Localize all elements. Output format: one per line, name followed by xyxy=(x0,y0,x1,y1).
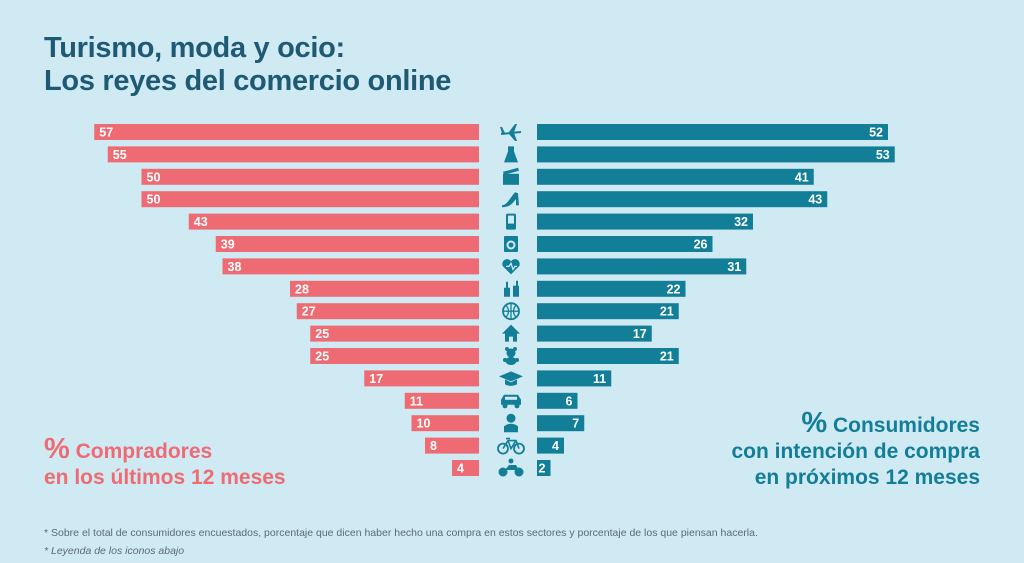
left-bar-10 xyxy=(310,348,479,364)
left-bar-0 xyxy=(94,124,479,140)
right-bar-label-7: 22 xyxy=(667,282,681,296)
right-bar-11 xyxy=(537,370,612,387)
legend-left-line2: en los últimos 12 meses xyxy=(44,466,286,489)
right-bar-label-12: 6 xyxy=(566,394,573,408)
left-bar-label-13: 10 xyxy=(417,417,431,431)
left-bar-9 xyxy=(310,325,479,342)
right-bar-1 xyxy=(537,146,895,163)
left-bar-label-0: 57 xyxy=(99,126,113,140)
left-bar-label-7: 28 xyxy=(295,282,309,296)
left-bar-5 xyxy=(215,236,479,252)
right-bar-label-4: 32 xyxy=(734,215,748,229)
right-bar-label-10: 21 xyxy=(660,350,674,364)
legend-right-line1: Consumidores xyxy=(832,414,980,437)
basketball-icon xyxy=(502,302,520,321)
washing-machine-icon xyxy=(504,236,518,252)
right-bar-7 xyxy=(537,280,686,297)
left-bar-13 xyxy=(411,415,479,432)
left-bar-4 xyxy=(188,213,479,230)
right-bar-12 xyxy=(537,392,578,409)
left-bar-3 xyxy=(141,191,479,208)
car-icon xyxy=(501,394,521,409)
left-bar-label-12: 11 xyxy=(410,394,423,408)
left-bar-label-10: 25 xyxy=(315,350,329,364)
right-bar-label-5: 26 xyxy=(694,238,708,252)
left-bar-7 xyxy=(290,280,479,297)
footnote-1: * Sobre el total de consumidores encuest… xyxy=(44,527,758,539)
right-bar-15 xyxy=(537,460,551,476)
legend-left-symbol: % xyxy=(44,433,70,465)
legend-left-line1: Compradores xyxy=(75,440,213,463)
left-bar-14 xyxy=(425,437,479,454)
left-bar-label-6: 38 xyxy=(228,260,242,274)
house-icon xyxy=(502,324,520,342)
right-bar-0 xyxy=(537,124,888,140)
right-bar-label-13: 7 xyxy=(572,417,579,431)
left-bar-label-8: 27 xyxy=(302,305,316,319)
right-bar-label-3: 43 xyxy=(808,193,822,207)
left-bar-15 xyxy=(452,460,479,476)
right-bar-label-15: 2 xyxy=(539,462,546,476)
right-bar-5 xyxy=(537,236,713,252)
legend-right-line2: con intención de compra xyxy=(731,440,980,463)
right-bar-label-1: 53 xyxy=(876,148,890,162)
left-bar-8 xyxy=(296,303,479,320)
right-bar-label-9: 17 xyxy=(633,327,647,341)
left-bar-label-3: 50 xyxy=(147,193,161,207)
right-bar-label-11: 11 xyxy=(593,372,606,386)
right-bar-3 xyxy=(537,191,828,208)
left-bar-label-1: 55 xyxy=(113,148,127,162)
left-bar-12 xyxy=(404,392,479,409)
left-bar-11 xyxy=(364,370,479,387)
left-bar-label-14: 8 xyxy=(430,439,437,453)
right-bar-label-6: 31 xyxy=(727,260,741,274)
mobile-phone-icon xyxy=(506,213,516,230)
left-bar-label-5: 39 xyxy=(221,238,235,252)
right-bar-2 xyxy=(537,168,814,185)
right-bar-label-8: 21 xyxy=(660,305,674,319)
bicycle-icon xyxy=(497,437,525,455)
clapperboard-icon xyxy=(503,167,519,185)
title-line-1: Turismo, moda y ocio: xyxy=(44,32,345,64)
high-heel-icon xyxy=(502,192,519,208)
left-bar-1 xyxy=(107,146,479,163)
left-bar-label-9: 25 xyxy=(315,327,329,341)
heart-icon xyxy=(502,259,520,275)
left-bar-6 xyxy=(222,258,479,275)
left-bar-label-4: 43 xyxy=(194,215,208,229)
chart-title: Turismo, moda y ocio: Los reyes del come… xyxy=(44,32,451,98)
dress-icon xyxy=(504,146,518,163)
right-bar-label-0: 52 xyxy=(869,126,883,140)
right-bar-4 xyxy=(537,213,753,230)
right-bar-14 xyxy=(537,437,564,454)
right-bar-9 xyxy=(537,325,652,342)
right-bar-13 xyxy=(537,415,585,432)
baby-icon xyxy=(504,413,518,433)
legend-right-line3: en próximos 12 meses xyxy=(754,466,980,489)
bottles-icon xyxy=(504,280,519,297)
title-line-2: Los reyes del comercio online xyxy=(44,65,452,97)
left-bar-label-15: 4 xyxy=(457,462,464,476)
teddy-bear-icon xyxy=(503,347,519,365)
left-bar-2 xyxy=(141,168,479,185)
right-bar-label-2: 41 xyxy=(795,170,809,184)
left-bar-label-2: 50 xyxy=(147,170,161,184)
left-bar-label-11: 17 xyxy=(369,372,383,386)
legend-left: % Compradores en los últimos 12 meses xyxy=(44,433,286,491)
right-bar-label-14: 4 xyxy=(552,439,559,453)
footnote-2: * Leyenda de los iconos abajo xyxy=(44,545,185,557)
plane-icon xyxy=(500,124,521,141)
right-bar-6 xyxy=(537,258,747,275)
graduation-cap-icon xyxy=(499,371,523,386)
legend-right: % Consumidores con intención de compra e… xyxy=(731,407,980,491)
right-bar-8 xyxy=(537,303,679,320)
motorcycle-icon xyxy=(498,458,524,477)
legend-right-symbol: % xyxy=(801,407,828,439)
right-bar-10 xyxy=(537,348,679,364)
